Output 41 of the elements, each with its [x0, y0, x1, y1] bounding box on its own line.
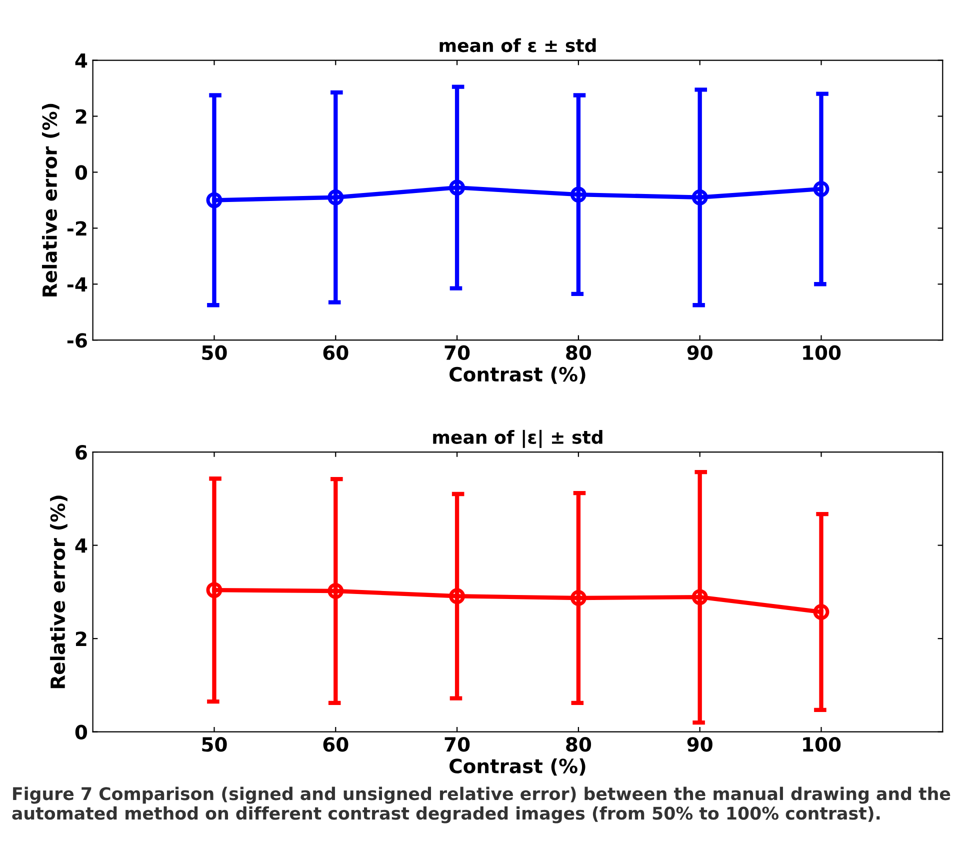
y-tick-label: -6	[67, 333, 87, 348]
x-tick-label: 70	[444, 737, 470, 752]
y-axis-title: Relative error (%)	[42, 104, 60, 296]
point	[813, 604, 830, 620]
point	[328, 583, 344, 599]
point	[813, 181, 830, 197]
y-tick-label: 0	[75, 724, 88, 740]
y-tick-label: 6	[76, 445, 87, 460]
caption: Figure 7 Comparison (signed and unsigned relative error) between the manual drawing and the automated method on different contrast degraded images (from 50% to 100% contrast).	[12, 786, 950, 824]
y-tick-label: 4	[75, 53, 88, 68]
point	[206, 192, 222, 208]
y-tick-label: -2	[67, 221, 86, 236]
x-tick-label: 60	[323, 345, 348, 360]
y-tick-label: 2	[76, 632, 86, 646]
point	[692, 589, 708, 606]
x-tick-label: 100	[803, 345, 841, 360]
point	[449, 588, 466, 604]
x-tick-label: 60	[323, 737, 348, 752]
x-tick-label: 70	[444, 345, 470, 360]
point	[206, 582, 222, 598]
point	[449, 180, 466, 196]
point	[328, 189, 344, 206]
y-tick-label: 4	[75, 538, 88, 553]
x-tick-label: 90	[687, 737, 712, 752]
x-axis-title: Contrast (%)	[450, 366, 586, 384]
y-tick-label: 2	[76, 109, 86, 124]
x-tick-label: 100	[803, 737, 841, 752]
chart-title: mean of |ε| ± std	[433, 430, 602, 448]
x-tick-label: 50	[202, 345, 227, 360]
y-axis-title: Relative error (%)	[50, 496, 68, 688]
y-tick-label: -4	[67, 277, 88, 292]
x-tick-label: 50	[202, 737, 227, 752]
x-tick-label: 80	[566, 737, 592, 752]
chart-title: mean of ε ± std	[440, 38, 596, 52]
x-axis-title: Contrast (%)	[450, 758, 586, 776]
x-tick-label: 90	[687, 345, 712, 360]
y-tick-label: 0	[75, 165, 88, 180]
x-tick-label: 80	[566, 345, 592, 360]
point	[692, 189, 708, 206]
point	[570, 590, 586, 606]
point	[570, 186, 586, 203]
